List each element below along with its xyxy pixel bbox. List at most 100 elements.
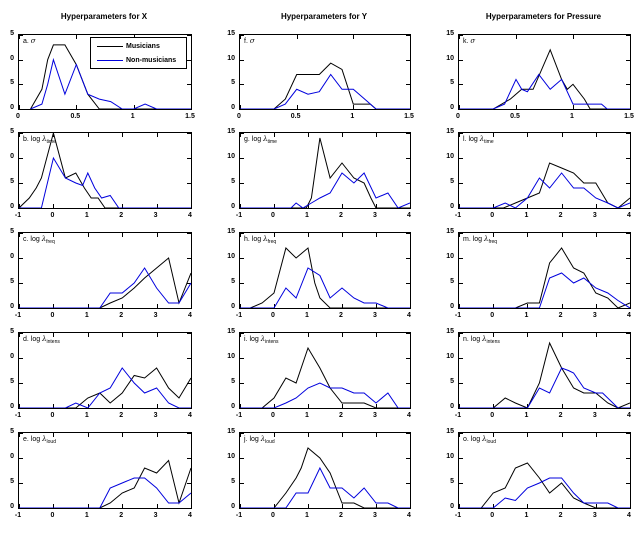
series-line-musicians	[30, 44, 191, 109]
x-tick-label: 3	[592, 312, 597, 319]
panel-label-l: l. log λtime	[463, 135, 494, 145]
x-tick-label: 4	[188, 312, 192, 319]
x-tick-label: 4	[407, 312, 411, 319]
panel-label-a: a. σ	[23, 37, 36, 46]
y-tick-label: 5	[10, 178, 14, 185]
y-tick-label: 5	[231, 478, 235, 485]
subplot-m-plot-area	[459, 233, 630, 308]
x-tick-label: 0	[490, 312, 495, 319]
x-tick-label: 2	[558, 412, 563, 419]
panel-label-g: g. log λtime	[244, 135, 277, 145]
y-tick-label: 5	[10, 478, 14, 485]
y-tick-label: 0	[10, 353, 14, 360]
panel-label-subscript: time	[484, 139, 494, 145]
panel-label-subscript: loud	[486, 439, 496, 445]
panel-label-subscript: freq	[46, 239, 55, 245]
y-tick-label: 5	[10, 79, 14, 87]
x-tick-label: 1	[350, 113, 355, 120]
y-tick-label: 0	[231, 403, 235, 410]
x-tick-label: 0	[490, 512, 495, 519]
panel-label-subscript: intens	[486, 339, 500, 345]
subplot-i-plot-area	[240, 333, 410, 408]
panel-label-symbol: λ	[42, 435, 47, 443]
x-tick-label: 3	[373, 512, 377, 519]
x-tick-label: 2	[339, 512, 343, 519]
legend-entry-label: Non-musicians	[126, 56, 177, 64]
x-tick-label: 1	[305, 512, 309, 519]
y-tick-label: 10	[446, 453, 454, 460]
series-line-non-musicians	[19, 477, 191, 508]
x-tick-label: 4	[627, 312, 631, 319]
x-tick-label: -1	[454, 412, 462, 419]
y-tick-label: 5	[450, 79, 454, 87]
x-tick-label: 1	[524, 212, 529, 219]
x-tick-label: 1.5	[624, 113, 634, 120]
series-line-musicians	[19, 459, 191, 508]
panel-label-prefix: b. log	[23, 136, 43, 143]
y-tick-label: 0	[231, 203, 235, 210]
panel-label-symbol: λ	[482, 335, 487, 343]
y-tick-label: 10	[446, 253, 454, 260]
series-line-non-musicians	[459, 477, 630, 508]
x-tick-label: 1	[524, 512, 529, 519]
panel-label-symbol: σ	[470, 37, 476, 45]
series-line-non-musicians	[459, 172, 630, 208]
x-tick-label: 0.5	[290, 113, 301, 120]
x-tick-label: 0	[271, 312, 275, 319]
x-tick-label: 2	[119, 412, 124, 419]
panel-label-prefix: f.	[244, 38, 250, 45]
series-line-non-musicians	[240, 267, 410, 308]
series-line-musicians	[459, 462, 630, 508]
y-tick-label: 5	[10, 428, 14, 435]
y-tick-label: 10	[446, 54, 454, 62]
series-line-non-musicians	[240, 172, 410, 208]
y-tick-label: 0	[450, 403, 454, 410]
legend-entry-1: Non-musicians	[91, 53, 186, 67]
x-tick-label: 1	[84, 512, 89, 519]
column-title-pressure: Hyperparameters for Pressure	[485, 12, 602, 21]
x-tick-label: 3	[373, 412, 377, 419]
x-tick-label: -1	[235, 412, 243, 419]
x-tick-label: 0	[16, 113, 20, 120]
x-tick-label: 3	[592, 412, 597, 419]
x-tick-label: 0.5	[510, 113, 520, 120]
panel-label-h: h. log λfreq	[244, 235, 276, 245]
x-tick-label: 2	[558, 512, 563, 519]
panel-label-o: o. log λloud	[463, 435, 496, 445]
y-tick-label: 10	[446, 153, 454, 160]
x-tick-label: 4	[188, 412, 192, 419]
y-tick-label: 5	[10, 328, 14, 335]
series-line-musicians	[240, 62, 410, 109]
x-tick-label: 0	[50, 312, 55, 319]
subplot-k-axes: k. σ	[458, 34, 631, 110]
y-tick-label: 10	[227, 153, 235, 160]
x-tick-label: 3	[153, 212, 158, 219]
panel-label-m: m. log λfreq	[463, 235, 497, 245]
subplot-k-plot-area	[459, 35, 630, 109]
x-tick-label: 0	[50, 212, 55, 219]
y-tick-label: 0	[10, 104, 14, 111]
series-line-non-musicians	[19, 367, 191, 408]
column-title-x: Hyperparameters for X	[60, 12, 148, 21]
panel-label-prefix: n. log	[463, 336, 483, 343]
y-tick-label: 10	[227, 253, 235, 260]
x-tick-label: 0.5	[70, 113, 81, 120]
series-line-musicians	[459, 341, 630, 408]
panel-label-symbol: σ	[249, 37, 255, 45]
x-tick-label: 1	[305, 312, 309, 319]
x-tick-label: -1	[14, 412, 22, 419]
subplot-i-axes: i. log λintens	[239, 332, 411, 409]
panel-label-i: i. log λintens	[244, 335, 279, 345]
series-line-musicians	[240, 247, 410, 308]
x-tick-label: -1	[454, 512, 462, 519]
panel-label-symbol: λ	[41, 235, 47, 243]
x-tick-label: 4	[407, 512, 411, 519]
y-tick-label: 15	[227, 228, 235, 235]
subplot-h-plot-area	[240, 233, 410, 308]
panel-label-symbol: λ	[479, 135, 485, 143]
legend-entry-label: Musicians	[126, 42, 160, 50]
panel-label-prefix: h. log	[244, 236, 264, 243]
y-tick-label: 15	[446, 128, 454, 135]
panel-label-subscript: intens	[265, 339, 279, 345]
subplot-a-axes: a. σ Musicians Non-musicians	[18, 34, 192, 110]
